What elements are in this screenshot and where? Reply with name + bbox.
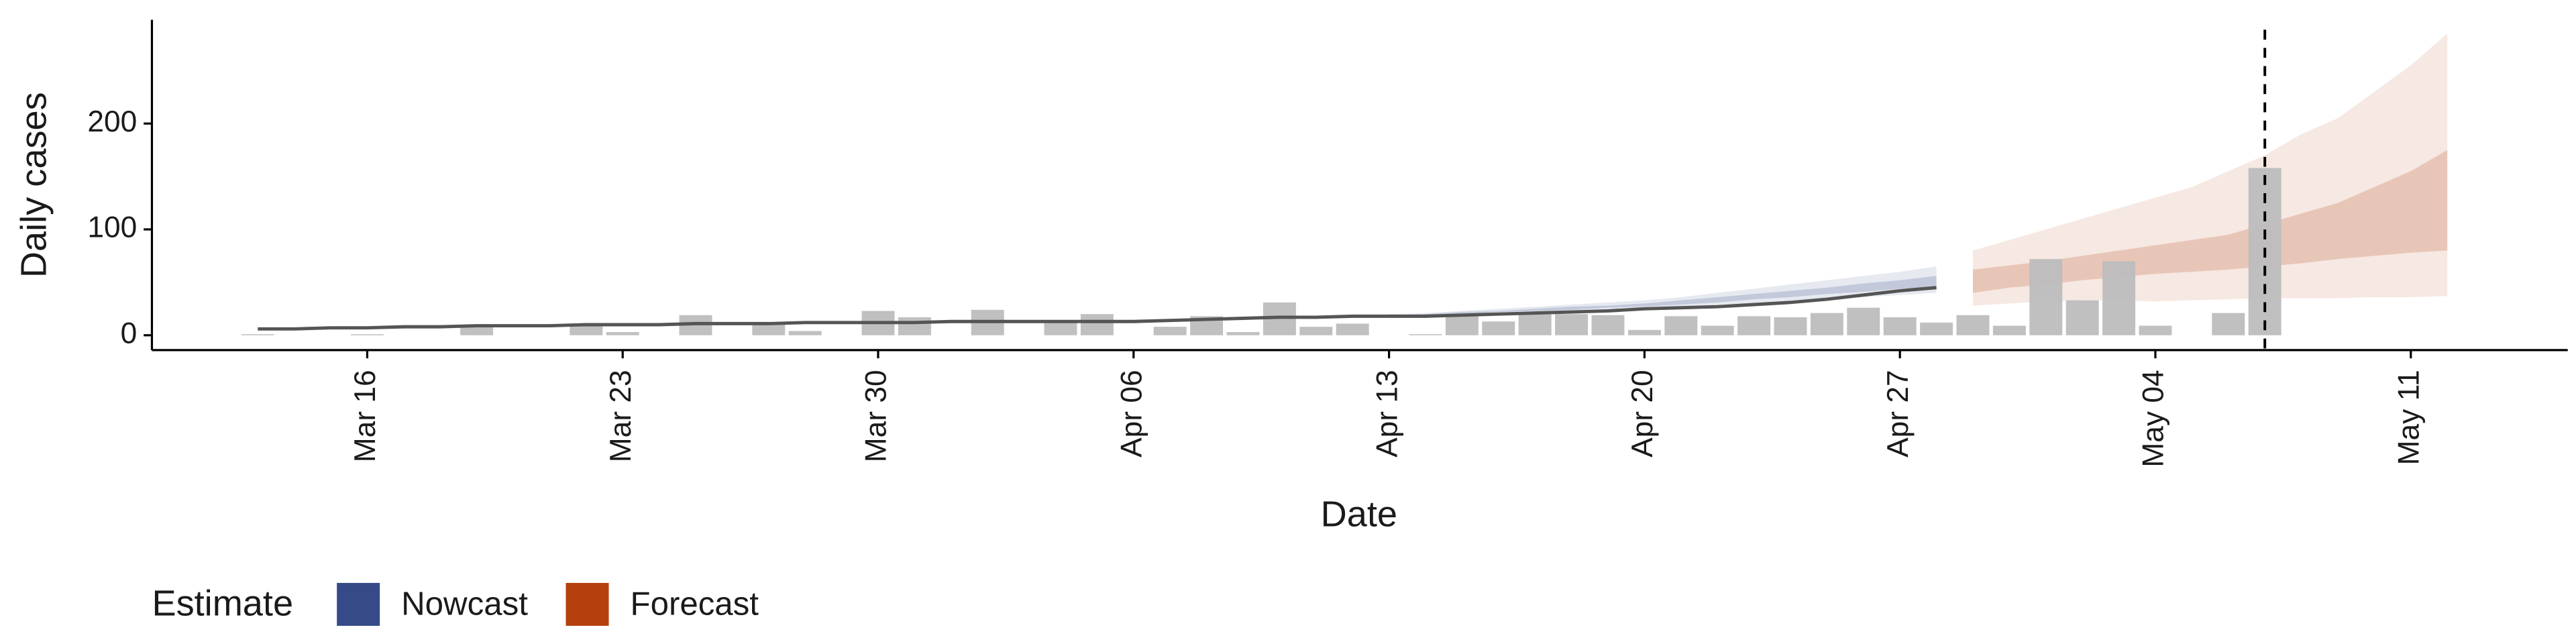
bar (1445, 316, 1479, 335)
x-axis-title: Date (1321, 494, 1397, 535)
bar (898, 317, 931, 335)
x-tick-label: Mar 23 (604, 370, 637, 462)
y-tick-label: 0 (121, 317, 138, 350)
y-tick-label: 100 (87, 211, 137, 244)
bar (2065, 300, 2099, 335)
x-tick-label: May 04 (2137, 370, 2170, 467)
bar (788, 331, 822, 335)
legend-swatch (337, 582, 380, 626)
bar (1992, 325, 2026, 335)
legend-label: Nowcast (401, 585, 528, 622)
bar (2102, 261, 2136, 335)
band (1972, 150, 2448, 293)
bar (1336, 323, 1369, 335)
bar (606, 332, 639, 335)
bar (1482, 321, 1515, 335)
x-tick-label: Apr 27 (1882, 370, 1915, 458)
x-tick-label: Apr 06 (1116, 370, 1148, 458)
bar (1883, 317, 1917, 335)
bar (752, 324, 786, 335)
bar (2212, 313, 2245, 335)
bar (2139, 325, 2172, 335)
legend-label: Forecast (631, 585, 759, 622)
bar (1810, 313, 1843, 335)
x-tick-label: Apr 20 (1626, 370, 1659, 458)
bar (460, 325, 494, 335)
bar (350, 334, 384, 335)
bar (1044, 322, 1077, 335)
bar (570, 324, 603, 335)
bar (1774, 317, 1807, 335)
bar (1080, 314, 1114, 335)
bar (1920, 322, 1953, 335)
bar (1153, 327, 1187, 335)
bar (1555, 314, 1589, 335)
band (1972, 34, 2448, 306)
x-tick-label: May 11 (2392, 370, 2425, 465)
estimate-line (258, 286, 1937, 331)
bar (1226, 332, 1260, 335)
bar (1847, 307, 1880, 335)
bar (1627, 329, 1661, 335)
x-tick-label: Mar 30 (860, 370, 893, 462)
bar (1664, 316, 1698, 335)
bar (1956, 315, 1990, 335)
legend-title: Estimate (152, 584, 293, 624)
bar (241, 334, 274, 335)
bar (1409, 334, 1442, 335)
bar (2029, 259, 2063, 335)
bar (1591, 315, 1625, 335)
x-tick-label: Mar 16 (349, 370, 382, 462)
y-tick-label: 200 (87, 105, 137, 138)
legend-swatch (566, 582, 609, 626)
bar (1701, 325, 1734, 335)
bar (1518, 314, 1552, 335)
bar (1737, 316, 1771, 335)
bar (1299, 327, 1333, 335)
y-axis-title: Daily cases (13, 92, 54, 278)
x-tick-label: Apr 13 (1371, 370, 1403, 458)
